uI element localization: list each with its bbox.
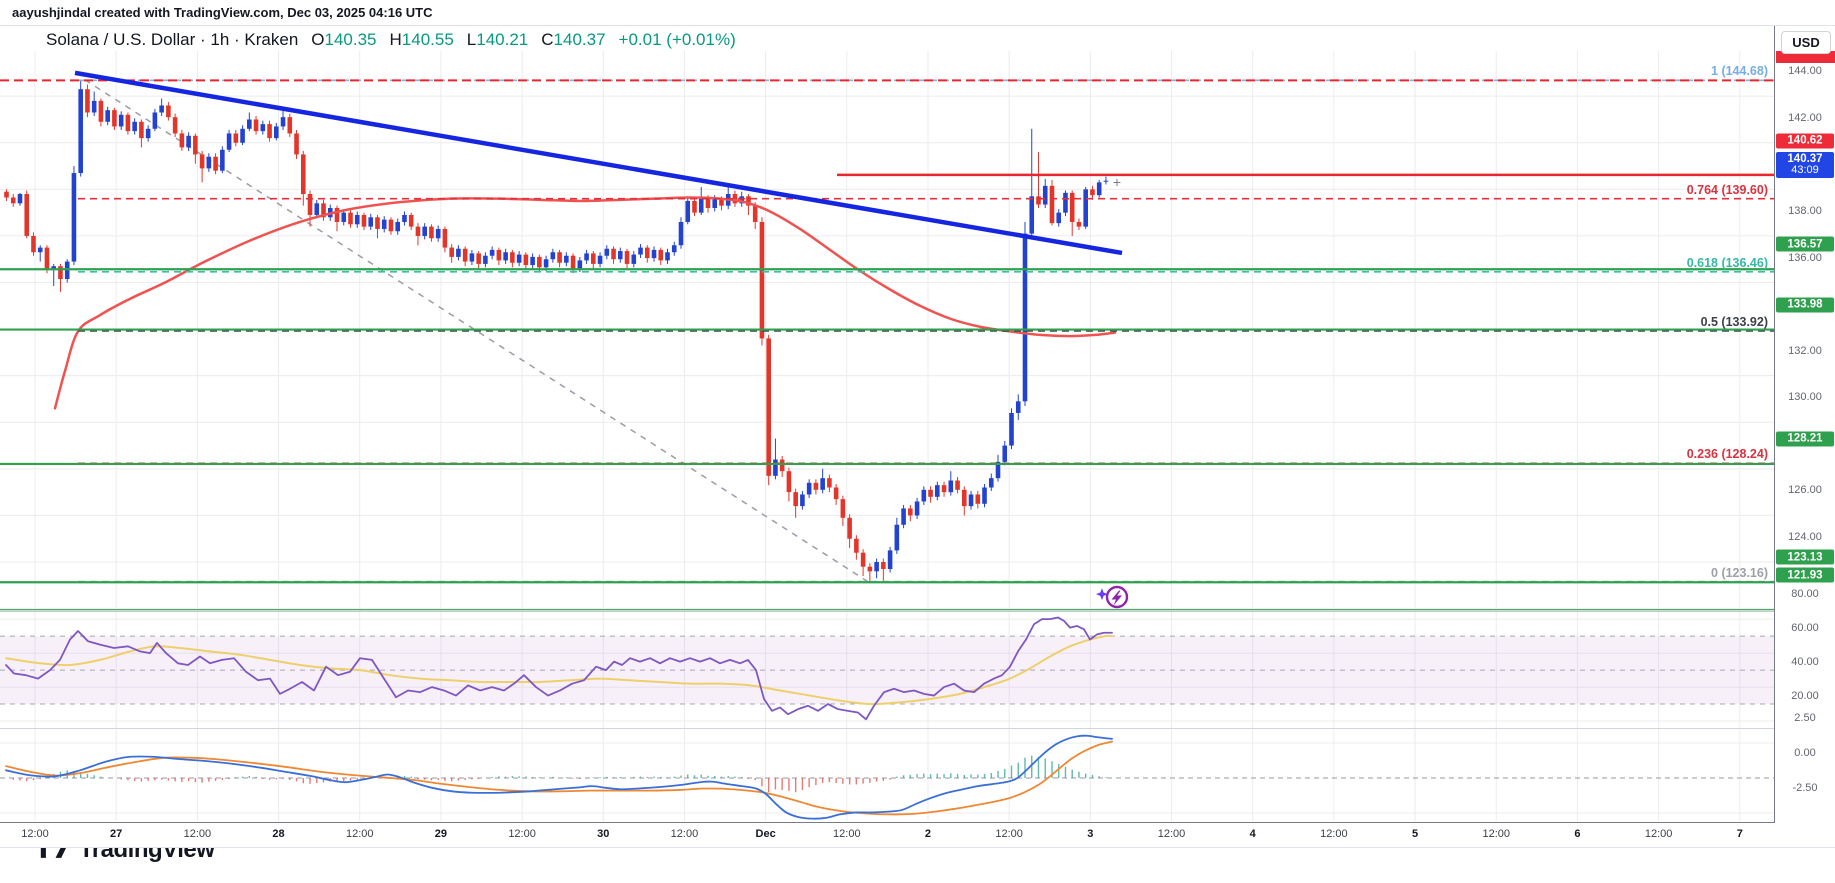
time-axis[interactable]: 12:00 27 12:00 28 12:00 29 12:00 30 12:00 Dec 12:0…	[0, 822, 1835, 848]
time-label: 27	[110, 828, 123, 840]
axis-tick: 0.00	[1794, 747, 1816, 759]
price-badge: 121.93	[1776, 567, 1834, 583]
axis-tick: 80.00	[1791, 588, 1819, 601]
time-label: 12:00	[183, 828, 212, 840]
ohlc-pair: O140.35	[311, 30, 377, 49]
time-label: 7	[1736, 828, 1743, 840]
time-label: 12:00	[1644, 828, 1673, 840]
fib-label: 0.5 (133.92)	[1700, 314, 1768, 329]
axis-tick: 40.00	[1791, 656, 1819, 669]
fib-label: 0.764 (139.60)	[1686, 182, 1768, 197]
axis-tick: 132.00	[1788, 344, 1822, 357]
time-label: 2	[924, 828, 932, 840]
ohlc-values: O140.35 H140.55 L140.21 C140.37	[298, 30, 605, 49]
price-badge: 123.13	[1776, 549, 1834, 565]
currency-button[interactable]: USD	[1781, 31, 1831, 54]
axis-tick: 126.00	[1788, 484, 1822, 497]
axis-tick: 124.00	[1788, 531, 1822, 544]
axis-tick: 20.00	[1791, 690, 1819, 703]
ohlc-pair: C140.37	[541, 30, 606, 49]
ohlc-pair: L140.21	[466, 30, 529, 49]
chart-canvas[interactable]	[0, 26, 1835, 823]
time-label: 30	[597, 828, 610, 840]
chart-frame: Solana / U.S. Dollar · 1h · Kraken O140.3…	[0, 25, 1835, 848]
axis-tick: 138.00	[1788, 204, 1822, 217]
fib-label: 0.618 (136.46)	[1686, 255, 1768, 270]
time-label: 28	[272, 828, 285, 840]
lightning-event-icon[interactable]	[1096, 583, 1132, 616]
price-axis[interactable]: USD 144.00 142.00 138.00 136.00 132.00 130.00…	[1774, 26, 1835, 823]
axis-tick: 130.00	[1788, 391, 1822, 404]
axis-tick: 144.00	[1788, 65, 1822, 78]
time-label: 12:00	[1320, 828, 1348, 840]
time-label: 12:00	[670, 828, 699, 840]
resistance-price-marker	[1776, 51, 1835, 63]
time-label: 6	[1574, 828, 1581, 840]
change-value: +0.01 (+0.01%)	[618, 30, 736, 49]
symbol-title: Solana / U.S. Dollar · 1h · Kraken	[46, 30, 299, 49]
plus-marker-icon: +	[1112, 173, 1122, 190]
price-badge: 128.21	[1776, 431, 1834, 447]
ohlc-pair: H140.55	[389, 30, 454, 49]
time-label: 5	[1411, 828, 1419, 840]
axis-tick: 60.00	[1791, 622, 1819, 635]
symbol-legend[interactable]: Solana / U.S. Dollar · 1h · Kraken O140.3…	[46, 30, 736, 50]
fib-label: 0.236 (128.24)	[1686, 447, 1768, 462]
time-label: 12:00	[21, 828, 49, 840]
axis-tick: 136.00	[1788, 251, 1822, 264]
price-badge: 140.37 43:09	[1776, 151, 1834, 178]
fib-label: 1 (144.68)	[1711, 64, 1768, 79]
time-label: 12:00	[995, 828, 1023, 840]
price-badge: 140.62	[1776, 133, 1834, 149]
time-label: 12:00	[345, 828, 374, 840]
time-label: Dec	[755, 828, 776, 840]
time-label: 29	[434, 828, 448, 840]
time-label: 12:00	[508, 828, 536, 840]
attribution-text: aayushjindal created with TradingView.co…	[12, 5, 433, 20]
time-label: 12:00	[833, 828, 861, 840]
price-badge: 133.98	[1776, 297, 1834, 313]
axis-tick: 142.00	[1788, 111, 1822, 124]
time-label: 12:00	[1157, 828, 1186, 840]
time-label: 4	[1249, 828, 1256, 840]
axis-tick: -2.50	[1792, 782, 1818, 795]
time-label: 3	[1087, 828, 1094, 840]
fib-label: 0 (123.16)	[1711, 565, 1768, 580]
price-badge: 136.57	[1776, 236, 1834, 252]
axis-tick: 2.50	[1794, 712, 1816, 724]
time-label: 12:00	[1482, 828, 1510, 840]
